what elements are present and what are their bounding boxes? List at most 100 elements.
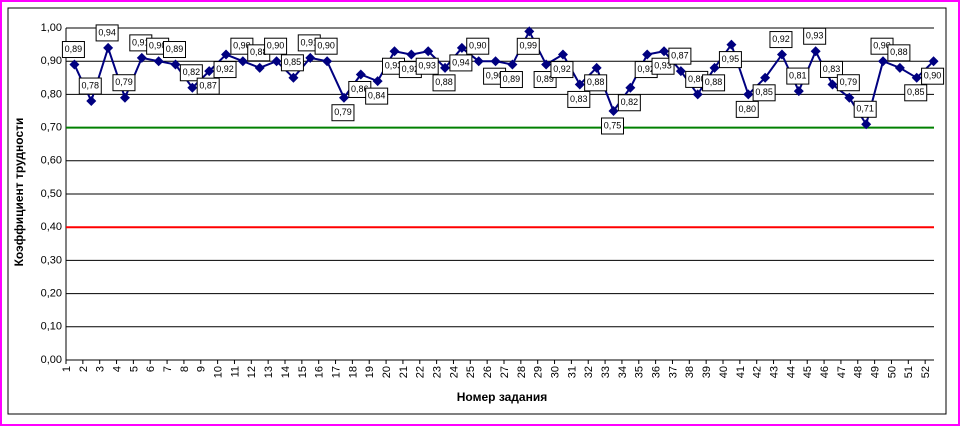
value-label: 0,88 <box>890 47 908 57</box>
y-tick-label: 0,50 <box>41 188 62 200</box>
value-label: 0,88 <box>250 47 268 57</box>
x-tick-label: 31 <box>566 366 578 378</box>
value-label: 0,79 <box>115 77 133 87</box>
value-label: 0,88 <box>705 77 723 87</box>
value-label-box <box>264 37 288 55</box>
value-label-box <box>213 61 237 79</box>
marker <box>861 119 872 130</box>
value-label: 0,83 <box>823 64 841 74</box>
value-label-box <box>567 90 591 108</box>
marker <box>743 89 754 100</box>
marker <box>103 42 114 53</box>
x-tick-label: 1 <box>61 366 73 372</box>
value-label-box <box>112 74 136 92</box>
value-label-box <box>584 74 608 92</box>
value-label: 0,85 <box>284 57 302 67</box>
x-tick-label: 5 <box>128 366 140 372</box>
x-tick-label: 10 <box>213 366 225 378</box>
value-label: 0,71 <box>856 104 874 114</box>
marker <box>574 79 585 90</box>
value-label-box <box>432 74 456 92</box>
value-label: 0,93 <box>806 31 824 41</box>
marker <box>406 49 417 60</box>
marker <box>793 86 804 97</box>
value-label: 0,92 <box>216 64 234 74</box>
marker <box>69 59 80 70</box>
x-tick-label: 41 <box>735 366 747 378</box>
x-tick-label: 34 <box>617 366 629 378</box>
marker <box>776 49 787 60</box>
marker <box>322 56 333 67</box>
value-label: 0,81 <box>789 70 807 80</box>
marker <box>524 26 535 37</box>
value-label: 0,87 <box>671 51 689 61</box>
value-label: 0,89 <box>65 44 83 54</box>
x-tick-label: 52 <box>920 366 932 378</box>
value-label-box <box>449 54 473 72</box>
value-label: 0,88 <box>435 77 453 87</box>
x-axis-title: Номер задания <box>457 390 547 404</box>
marker <box>557 49 568 60</box>
x-tick-label: 38 <box>684 366 696 378</box>
value-label: 0,85 <box>755 87 773 97</box>
x-tick-label: 17 <box>330 366 342 378</box>
x-tick-label: 21 <box>398 366 410 378</box>
x-tick-label: 37 <box>667 366 679 378</box>
x-tick-label: 13 <box>263 366 275 378</box>
x-tick-label: 26 <box>482 366 494 378</box>
y-axis-title: Коэффициент трудности <box>12 118 26 267</box>
x-tick-label: 45 <box>802 366 814 378</box>
marker <box>423 46 434 57</box>
x-tick-label: 9 <box>196 366 208 372</box>
x-tick-label: 40 <box>718 366 730 378</box>
x-tick-label: 24 <box>448 366 460 378</box>
value-label-box <box>752 84 776 102</box>
x-tick-label: 51 <box>903 366 915 378</box>
value-label-box <box>365 87 389 105</box>
x-tick-label: 50 <box>886 366 898 378</box>
value-label-box <box>163 41 186 59</box>
marker <box>305 52 316 63</box>
value-label: 0,90 <box>486 71 504 81</box>
marker <box>355 69 366 80</box>
x-tick-label: 8 <box>179 366 191 372</box>
marker <box>726 39 737 50</box>
y-tick-label: 0,70 <box>41 122 62 134</box>
x-tick-label: 19 <box>364 366 376 378</box>
marker <box>153 56 164 67</box>
y-tick-label: 0,20 <box>41 288 62 300</box>
value-label: 0,89 <box>166 44 184 54</box>
value-label: 0,92 <box>402 64 420 74</box>
value-label-box <box>718 51 742 69</box>
value-label: 0,78 <box>82 80 100 90</box>
x-tick-label: 28 <box>516 366 528 378</box>
value-label-box <box>887 44 911 62</box>
value-label-box <box>95 24 119 42</box>
x-tick-label: 48 <box>853 366 865 378</box>
value-label: 0,90 <box>233 41 251 51</box>
marker <box>187 82 198 93</box>
marker <box>928 56 939 67</box>
marker <box>810 46 821 57</box>
value-label-box <box>499 71 523 89</box>
value-label: 0,83 <box>570 94 588 104</box>
x-tick-label: 43 <box>768 366 780 378</box>
x-tick-label: 42 <box>752 366 764 378</box>
marker <box>338 92 349 103</box>
x-tick-label: 44 <box>785 366 797 378</box>
marker <box>372 76 383 87</box>
x-tick-label: 36 <box>651 366 663 378</box>
y-tick-label: 1,00 <box>41 22 62 34</box>
value-label-box <box>314 37 338 55</box>
marker <box>625 82 636 93</box>
y-tick-label: 0,80 <box>41 88 62 100</box>
y-tick-label: 0,60 <box>41 155 62 167</box>
value-label: 0,82 <box>183 67 201 77</box>
value-label: 0,79 <box>334 107 352 117</box>
x-tick-label: 12 <box>246 366 258 378</box>
marker <box>473 56 484 67</box>
value-label-box <box>853 100 877 118</box>
marker <box>827 79 838 90</box>
marker <box>288 72 299 83</box>
